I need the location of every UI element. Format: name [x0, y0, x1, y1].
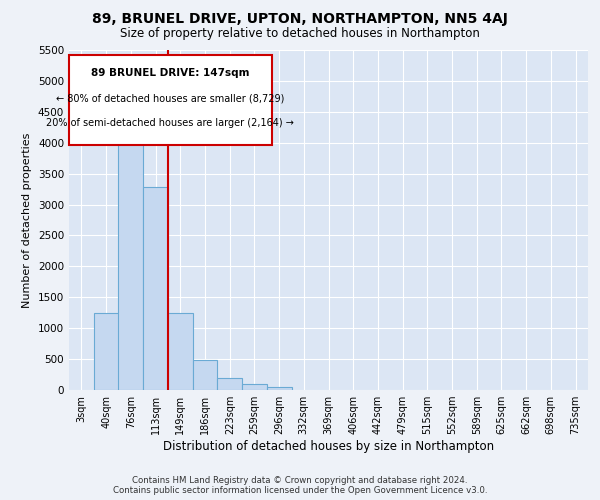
Bar: [167, 312, 193, 390]
Bar: [69, 55, 272, 145]
Bar: [242, 384, 267, 390]
Bar: [143, 187, 168, 390]
Bar: [217, 378, 242, 390]
Text: Size of property relative to detached houses in Northampton: Size of property relative to detached ho…: [120, 28, 480, 40]
Text: 89, BRUNEL DRIVE, UPTON, NORTHAMPTON, NN5 4AJ: 89, BRUNEL DRIVE, UPTON, NORTHAMPTON, NN…: [92, 12, 508, 26]
Y-axis label: Number of detached properties: Number of detached properties: [22, 132, 32, 308]
X-axis label: Distribution of detached houses by size in Northampton: Distribution of detached houses by size …: [163, 440, 494, 453]
Bar: [94, 312, 119, 390]
Bar: [193, 360, 217, 390]
Text: 20% of semi-detached houses are larger (2,164) →: 20% of semi-detached houses are larger (…: [46, 118, 294, 128]
Text: 89 BRUNEL DRIVE: 147sqm: 89 BRUNEL DRIVE: 147sqm: [91, 68, 250, 78]
Text: ← 80% of detached houses are smaller (8,729): ← 80% of detached houses are smaller (8,…: [56, 94, 284, 104]
Text: Contains HM Land Registry data © Crown copyright and database right 2024.
Contai: Contains HM Land Registry data © Crown c…: [113, 476, 487, 495]
Bar: [267, 386, 292, 390]
Bar: [118, 122, 143, 390]
